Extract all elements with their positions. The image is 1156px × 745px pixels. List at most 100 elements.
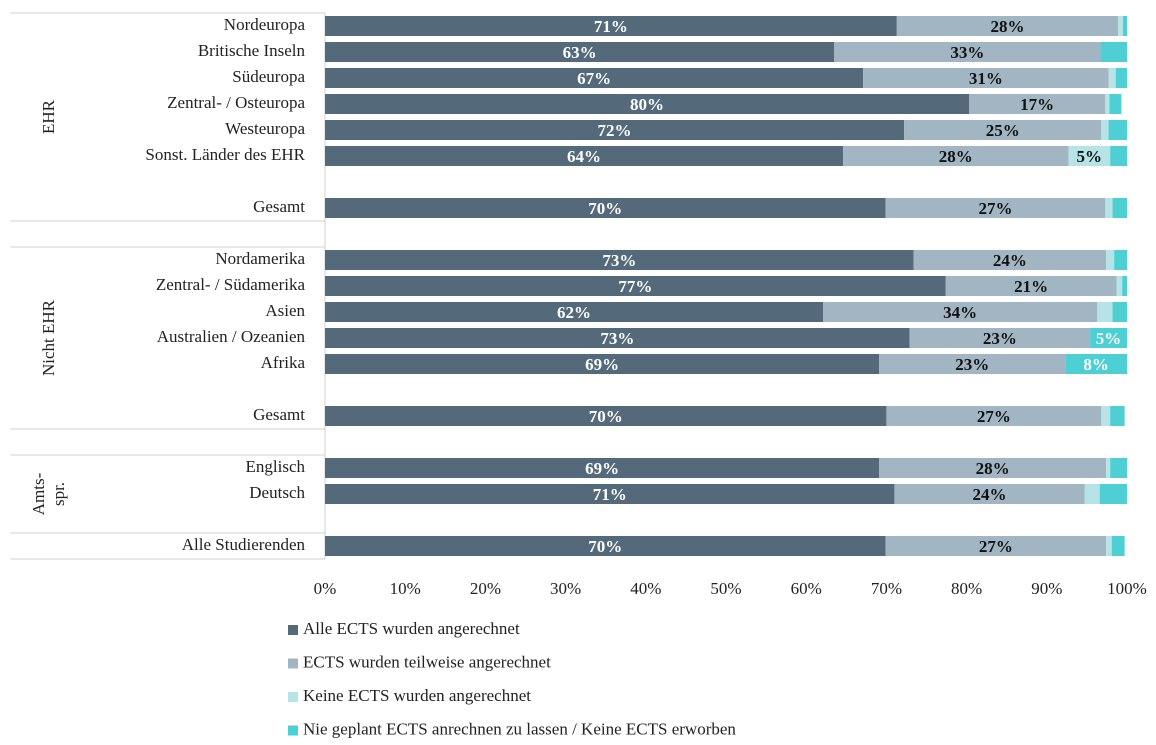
bar-segment	[1101, 406, 1111, 426]
bar-segment	[1110, 406, 1125, 426]
value-label: 70%	[588, 199, 622, 218]
bar-segment	[885, 536, 1107, 556]
bar-segment	[834, 42, 1101, 62]
value-label: 67%	[577, 69, 611, 88]
x-tick-label: 30%	[550, 579, 581, 598]
category-label: Nordeuropa	[224, 15, 306, 34]
group-label: Nicht EHR	[39, 299, 58, 376]
legend-label: Keine ECTS wurden angerechnet	[303, 686, 531, 705]
group-label: Amts-	[29, 472, 48, 515]
value-label: 24%	[993, 251, 1027, 270]
bar-segment	[904, 120, 1102, 140]
x-tick-label: 70%	[871, 579, 902, 598]
bar-segment	[1110, 458, 1127, 478]
bar-segment	[1108, 120, 1127, 140]
bar-segment	[1105, 94, 1110, 114]
x-tick-label: 100%	[1107, 579, 1147, 598]
bar-segment	[325, 16, 897, 36]
value-label: 24%	[972, 485, 1006, 504]
category-label: Zentral- / Osteuropa	[167, 93, 305, 112]
value-label: 70%	[588, 537, 622, 556]
value-label: 34%	[943, 303, 977, 322]
bar-segment	[325, 354, 880, 374]
value-label: 70%	[589, 407, 623, 426]
bar-segment	[1110, 146, 1127, 166]
value-label: 5%	[1077, 147, 1103, 166]
value-label: 71%	[594, 17, 628, 36]
legend-swatch	[288, 692, 298, 702]
legend-swatch	[288, 658, 298, 669]
category-label: Englisch	[246, 457, 306, 476]
bar-segment	[325, 68, 864, 88]
value-label: 23%	[955, 355, 989, 374]
bar-segment	[325, 250, 914, 270]
bar-segment	[969, 94, 1106, 114]
value-label: 33%	[950, 43, 984, 62]
bar-segment	[325, 484, 895, 504]
value-label: 69%	[585, 459, 619, 478]
value-label: 77%	[618, 277, 652, 296]
bar-segment	[325, 328, 910, 348]
value-label: 64%	[567, 147, 601, 166]
bar-segment	[325, 458, 880, 478]
value-label: 62%	[557, 303, 591, 322]
bar-segment	[879, 458, 1107, 478]
bar-segment	[823, 302, 1098, 322]
legend-swatch	[288, 625, 298, 635]
category-label: Asien	[265, 301, 305, 320]
bar-segment	[325, 302, 824, 322]
value-label: 28%	[976, 459, 1010, 478]
bar-segment	[1115, 68, 1127, 88]
value-label: 28%	[991, 17, 1025, 36]
bar-segment	[325, 42, 835, 62]
x-tick-label: 60%	[791, 579, 822, 598]
bar-segment	[1122, 276, 1127, 296]
bar-segment	[1105, 198, 1113, 218]
bar-segment	[325, 120, 905, 140]
bar-segment	[1118, 16, 1123, 36]
legend-label: Alle ECTS wurden angerechnet	[303, 619, 520, 638]
group-label: EHR	[39, 99, 58, 134]
value-label: 71%	[593, 485, 627, 504]
x-tick-label: 90%	[1031, 579, 1062, 598]
bar-segment	[1099, 484, 1127, 504]
value-label: 80%	[630, 95, 664, 114]
category-label: Gesamt	[253, 405, 305, 424]
x-tick-label: 40%	[630, 579, 661, 598]
category-label: Deutsch	[249, 483, 305, 502]
category-label: Alle Studierenden	[182, 535, 306, 554]
bar-segment	[1101, 120, 1109, 140]
bar-segment	[1106, 536, 1112, 556]
x-tick-label: 10%	[390, 579, 421, 598]
bar-segment	[863, 68, 1109, 88]
legend-label: ECTS wurden teilweise angerechnet	[303, 652, 551, 671]
category-label: Südeuropa	[232, 67, 305, 86]
bar-segment	[1068, 146, 1111, 166]
value-label: 69%	[585, 355, 619, 374]
category-label: Australien / Ozeanien	[157, 327, 306, 346]
legend-swatch	[288, 725, 298, 736]
value-label: 23%	[983, 329, 1017, 348]
bar-segment	[325, 198, 886, 218]
category-label: Afrika	[261, 353, 306, 372]
value-label: 73%	[600, 329, 634, 348]
value-label: 17%	[1020, 95, 1054, 114]
bar-segment	[1090, 328, 1127, 348]
bar-segment	[1065, 354, 1127, 374]
x-tick-label: 50%	[710, 579, 741, 598]
category-label: Westeuropa	[225, 119, 305, 138]
x-tick-label: 80%	[951, 579, 982, 598]
group-label: spr.	[49, 482, 68, 506]
bar-segment	[1122, 16, 1127, 36]
category-label: Gesamt	[253, 197, 305, 216]
category-label: Nordamerika	[215, 249, 305, 268]
bar-segment	[909, 328, 1091, 348]
bar-segment	[886, 406, 1102, 426]
x-tick-label: 20%	[470, 579, 501, 598]
value-label: 27%	[978, 199, 1012, 218]
value-label: 27%	[979, 537, 1013, 556]
bar-segment	[1112, 198, 1127, 218]
bar-segment	[1116, 276, 1123, 296]
bar-segment	[945, 276, 1117, 296]
